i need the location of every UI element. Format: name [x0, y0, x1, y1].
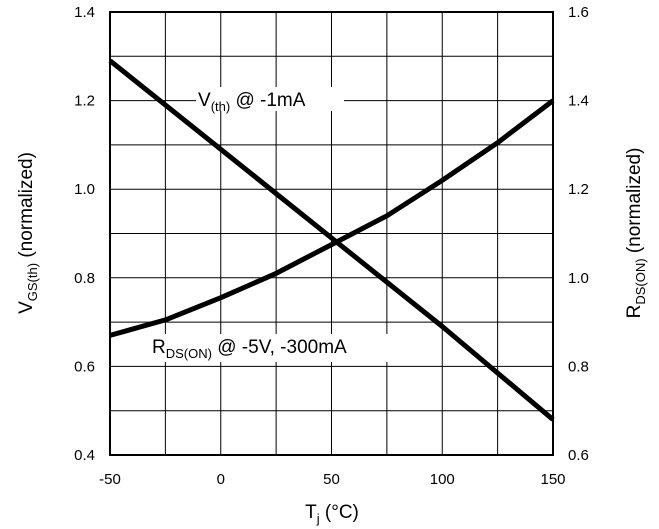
- y-left-tick-label: 1.4: [74, 4, 95, 21]
- y-left-tick-label: 0.8: [74, 270, 95, 287]
- y-right-axis-title: RDS(ON) (normalized): [624, 148, 648, 319]
- y-left-axis-title: VGS(th) (normalized): [16, 152, 40, 314]
- plot-frame: [109, 11, 554, 456]
- y-right-tick-label: 1.2: [568, 181, 589, 198]
- y-left-tick-label: 1.0: [74, 181, 95, 198]
- y-right-tick-label: 1.6: [568, 4, 589, 21]
- x-tick-label: 150: [540, 471, 565, 488]
- x-tick-label: 50: [323, 471, 340, 488]
- series-lines: [108, 58, 555, 422]
- x-tick-labels: -50 0 50 100 150: [99, 471, 565, 488]
- y-left-tick-label: 1.2: [74, 93, 95, 110]
- vth-series-line: [108, 58, 555, 422]
- rds-annotation-bg: [150, 334, 402, 362]
- y-left-tick-label: 0.4: [74, 447, 95, 464]
- x-axis-title: Tj (°C): [305, 502, 359, 526]
- x-tick-label: 0: [217, 471, 225, 488]
- x-tick-label: -50: [99, 471, 121, 488]
- y-right-tick-label: 1.0: [568, 270, 589, 287]
- y-right-tick-label: 0.8: [568, 358, 589, 375]
- grid-lines: [110, 12, 553, 455]
- vth-annotation-bg: [196, 87, 344, 111]
- y-right-tick-label: 0.6: [568, 447, 589, 464]
- y-left-tick-labels: 0.4 0.6 0.8 1.0 1.2 1.4: [74, 4, 95, 464]
- y-right-tick-label: 1.4: [568, 93, 589, 110]
- x-tick-label: 100: [430, 471, 455, 488]
- rds-series-line: [109, 98, 555, 338]
- y-right-tick-labels: 0.6 0.8 1.0 1.2 1.4 1.6: [568, 4, 589, 464]
- rds-annotation: RDS(ON) @ -5V, -300mA: [152, 337, 347, 361]
- vth-annotation: V(th) @ -1mA: [198, 90, 306, 114]
- y-left-tick-label: 0.6: [74, 358, 95, 375]
